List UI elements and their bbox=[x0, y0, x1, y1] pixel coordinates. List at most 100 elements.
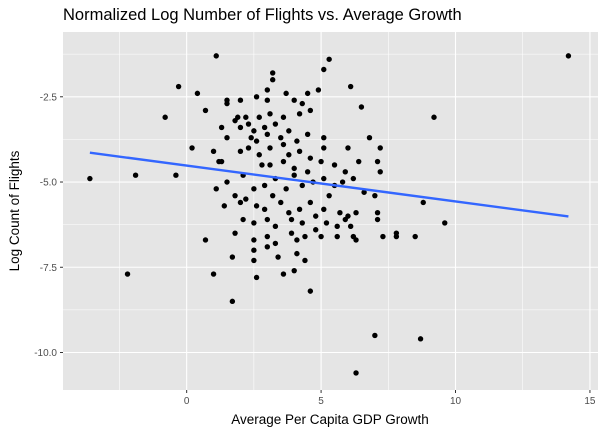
data-point bbox=[412, 233, 418, 240]
data-point bbox=[307, 199, 314, 206]
data-point bbox=[162, 114, 168, 120]
data-point bbox=[291, 172, 297, 178]
data-point bbox=[302, 257, 308, 264]
x-tick-label: 0 bbox=[184, 396, 190, 407]
data-point bbox=[442, 220, 448, 226]
data-point bbox=[232, 230, 238, 236]
data-point bbox=[264, 97, 271, 103]
data-point bbox=[321, 134, 327, 141]
data-point bbox=[296, 206, 303, 212]
x-axis-title: Average Per Capita GDP Growth bbox=[231, 412, 429, 427]
data-point bbox=[280, 271, 287, 277]
x-axis-ticks: 0 5 10 15 bbox=[184, 390, 596, 407]
x-tick-label: 5 bbox=[318, 396, 324, 407]
trend-line bbox=[89, 151, 569, 218]
data-point bbox=[334, 223, 340, 230]
data-point bbox=[264, 216, 271, 223]
data-point bbox=[318, 233, 324, 240]
data-point bbox=[132, 172, 139, 178]
data-point bbox=[326, 56, 332, 62]
minor-gridlines bbox=[63, 32, 598, 390]
data-point bbox=[288, 230, 295, 236]
data-point bbox=[296, 111, 303, 117]
data-point bbox=[243, 196, 249, 202]
data-point bbox=[224, 179, 230, 185]
data-point bbox=[272, 240, 279, 247]
data-point bbox=[235, 114, 241, 120]
data-point bbox=[283, 186, 289, 192]
data-point bbox=[224, 134, 230, 141]
data-point bbox=[286, 128, 292, 134]
data-point bbox=[380, 233, 386, 240]
data-point bbox=[245, 121, 252, 127]
data-point bbox=[296, 148, 303, 155]
data-point bbox=[417, 336, 424, 342]
data-point bbox=[361, 189, 367, 195]
data-point bbox=[248, 134, 254, 141]
data-point bbox=[272, 223, 279, 230]
chart-title: Normalized Log Number of Flights vs. Ave… bbox=[63, 6, 462, 24]
data-point bbox=[256, 152, 262, 158]
data-point bbox=[229, 254, 236, 260]
y-axis-ticks: -2.5 -5.0 -7.5 -10.0 bbox=[34, 92, 63, 359]
data-point bbox=[251, 247, 257, 253]
data-point bbox=[278, 134, 284, 141]
data-point bbox=[565, 53, 572, 59]
data-point bbox=[253, 94, 260, 100]
data-point bbox=[283, 90, 289, 97]
data-point bbox=[318, 158, 324, 165]
data-point bbox=[291, 97, 297, 103]
data-point bbox=[237, 148, 244, 155]
data-point bbox=[350, 175, 357, 182]
data-point bbox=[264, 233, 271, 240]
data-point bbox=[240, 216, 246, 223]
data-point bbox=[229, 298, 236, 305]
data-point bbox=[251, 186, 257, 192]
data-point bbox=[210, 271, 217, 277]
data-point bbox=[232, 192, 238, 199]
data-point bbox=[294, 250, 300, 257]
data-point bbox=[331, 162, 338, 168]
data-point bbox=[347, 223, 354, 230]
data-point bbox=[253, 203, 260, 209]
data-point bbox=[304, 90, 311, 97]
plot-panel bbox=[63, 32, 598, 390]
data-point bbox=[253, 138, 260, 144]
data-point bbox=[256, 114, 262, 120]
x-tick-label: 10 bbox=[450, 396, 462, 407]
data-point bbox=[251, 257, 257, 264]
data-point bbox=[237, 124, 244, 131]
data-point bbox=[393, 233, 400, 240]
data-point bbox=[294, 138, 300, 144]
data-point bbox=[345, 145, 351, 151]
data-point bbox=[307, 155, 314, 161]
data-point bbox=[175, 83, 182, 90]
data-point bbox=[334, 233, 340, 240]
data-point bbox=[321, 145, 327, 151]
data-point bbox=[377, 145, 383, 151]
data-point bbox=[374, 210, 381, 216]
data-point bbox=[124, 271, 131, 277]
data-point bbox=[321, 206, 327, 212]
data-point bbox=[304, 131, 311, 137]
data-point bbox=[337, 210, 343, 216]
data-point bbox=[267, 145, 273, 151]
data-point bbox=[347, 83, 354, 90]
y-tick-label: -5.0 bbox=[40, 178, 58, 189]
data-point bbox=[353, 237, 359, 243]
data-point bbox=[269, 77, 276, 83]
data-point bbox=[366, 134, 373, 141]
data-point bbox=[264, 87, 271, 93]
data-point bbox=[87, 175, 93, 182]
data-point bbox=[342, 216, 348, 223]
data-point bbox=[278, 199, 284, 206]
data-point bbox=[194, 90, 201, 97]
data-point bbox=[224, 100, 230, 107]
data-point bbox=[299, 100, 305, 107]
y-tick-label: -2.5 bbox=[40, 92, 58, 103]
data-point bbox=[189, 145, 195, 151]
data-point bbox=[261, 182, 268, 189]
data-point bbox=[264, 244, 271, 250]
data-point bbox=[280, 141, 287, 148]
